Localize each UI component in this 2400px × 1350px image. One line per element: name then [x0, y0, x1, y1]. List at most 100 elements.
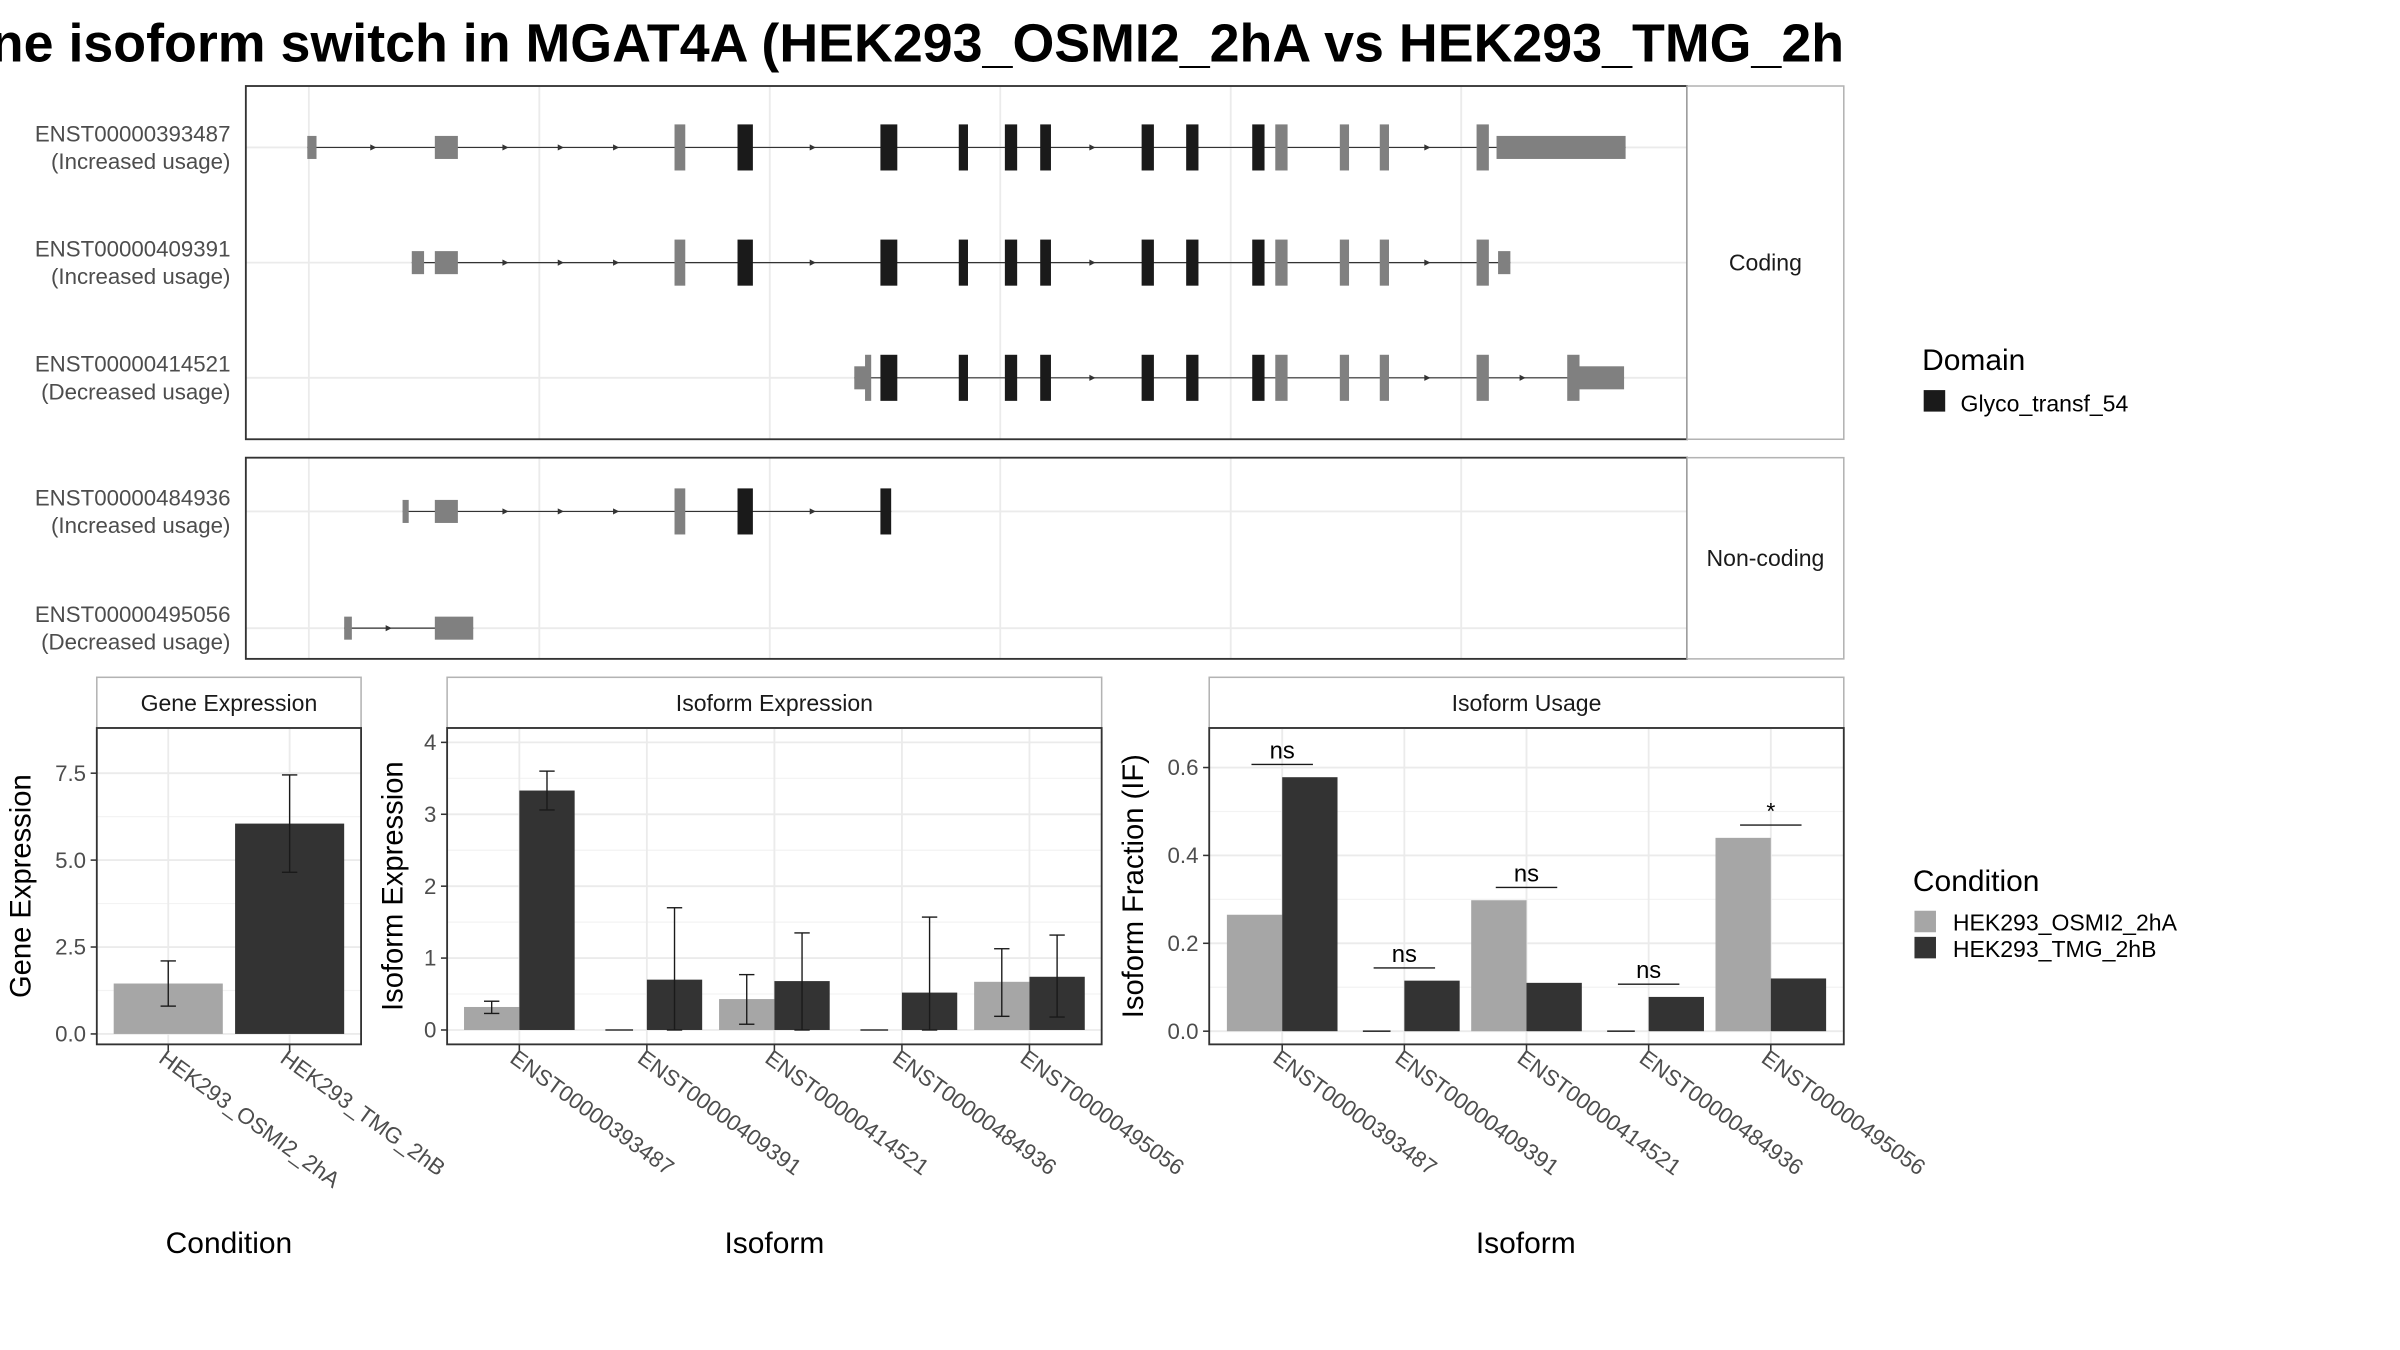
y-tick-label: 3: [424, 802, 436, 827]
y-tick-label: 0.4: [1168, 843, 1199, 868]
facet-strip: [1686, 456, 1845, 660]
bar: [1715, 837, 1771, 1032]
exon: [737, 124, 753, 171]
domain-legend-title: Domain: [1922, 344, 2025, 377]
transcript-label: ENST00000409391: [35, 236, 231, 261]
exon: [1379, 354, 1389, 401]
direction-arrow: [385, 625, 392, 632]
exon: [958, 239, 968, 286]
exon: [1476, 354, 1489, 401]
panel-title: Isoform Expression: [676, 690, 873, 716]
exon: [1252, 354, 1265, 401]
x-axis-title: Isoform: [1476, 1227, 1576, 1260]
transcript-ENST00000409391: [411, 239, 1511, 286]
exon: [1040, 239, 1051, 286]
y-axis-title: Isoform Expression: [378, 761, 410, 1011]
bar: [1770, 978, 1827, 1032]
transcript-label: ENST00000393487: [35, 121, 231, 146]
direction-arrow: [809, 259, 816, 266]
exon: [674, 488, 686, 535]
domain-legend-key: [1923, 390, 1946, 412]
exon: [1379, 124, 1389, 171]
exon: [865, 354, 872, 401]
bar: [1226, 914, 1283, 1032]
exon: [1498, 251, 1511, 275]
domain-legend-label: Glyco_transf_54: [1961, 391, 2129, 417]
transcript-ENST00000484936: [402, 488, 892, 535]
exon: [1339, 239, 1350, 286]
y-axis-title: Isoform Fraction (IF): [1118, 754, 1150, 1018]
direction-arrow: [1424, 144, 1431, 151]
exon: [1141, 124, 1154, 171]
exon: [1186, 124, 1199, 171]
exon: [737, 239, 753, 286]
direction-arrow: [502, 259, 509, 266]
transcript-label: ENST00000484936: [35, 485, 231, 510]
condition-legend-key: [1914, 936, 1936, 959]
y-tick-label: 4: [424, 730, 436, 755]
direction-arrow: [370, 144, 377, 151]
exon: [1186, 354, 1199, 401]
direction-arrow: [1424, 374, 1431, 381]
condition-legend-title: Condition: [1913, 865, 2040, 898]
direction-arrow: [1089, 144, 1096, 151]
structure-panel-noncoding: Non-coding: [244, 456, 1845, 660]
exon: [1004, 124, 1018, 171]
exon: [880, 124, 898, 171]
exon: [958, 124, 968, 171]
exon: [402, 499, 409, 523]
y-tick-label: 0.0: [1168, 1019, 1199, 1044]
transcript-annotation: (Increased usage): [51, 513, 231, 538]
panel-strip: [1208, 676, 1845, 729]
exon: [880, 354, 898, 401]
exon: [434, 499, 458, 523]
transcript-ENST00000393487: [307, 124, 1626, 171]
figure-title: ne isoform switch in MGAT4A (HEK293_OSMI…: [0, 13, 1844, 73]
x-axis-title: Isoform: [724, 1227, 824, 1260]
bar: [1648, 996, 1704, 1032]
exon: [1004, 239, 1018, 286]
direction-arrow: [613, 144, 620, 151]
exon: [1379, 239, 1389, 286]
transcript-label: ENST00000414521: [35, 352, 231, 377]
exon: [1275, 239, 1288, 286]
exon: [1339, 354, 1350, 401]
exon: [1275, 124, 1288, 171]
significance-label: *: [1766, 798, 1775, 824]
bar: [1404, 980, 1460, 1032]
direction-arrow: [502, 508, 509, 515]
significance-label: ns: [1514, 860, 1539, 887]
y-tick-label: 2: [424, 874, 436, 899]
exon: [1496, 135, 1626, 159]
exon: [1004, 354, 1018, 401]
exon: [880, 239, 898, 286]
bar: [1526, 982, 1582, 1032]
transcript-label: ENST00000495056: [35, 602, 231, 627]
y-tick-label: 5.0: [55, 848, 86, 873]
bar: [464, 1006, 520, 1030]
direction-arrow: [1424, 259, 1431, 266]
exon: [1576, 366, 1625, 390]
y-axis-title: Gene Expression: [6, 774, 38, 998]
significance-label: ns: [1270, 737, 1295, 764]
bar: [1471, 900, 1527, 1032]
facet-strip: [1686, 85, 1845, 441]
exon: [737, 488, 753, 535]
exon: [1040, 354, 1051, 401]
transcript-ENST00000414521: [854, 354, 1625, 401]
y-tick-label: 0: [424, 1018, 436, 1043]
condition-legend-label: HEK293_OSMI2_2hA: [1953, 910, 2178, 936]
exon: [880, 488, 892, 535]
direction-arrow: [1519, 374, 1526, 381]
transcript-ENST00000495056: [344, 616, 474, 640]
exon: [674, 239, 686, 286]
panel-title: Gene Expression: [141, 690, 318, 716]
panel-border: [95, 727, 362, 1046]
transcript-annotation: (Increased usage): [51, 149, 231, 174]
panel-strip: [96, 676, 362, 729]
exon: [1339, 124, 1350, 171]
structure-panel-background: [245, 457, 1688, 659]
significance-label: ns: [1636, 957, 1661, 984]
exon: [1252, 124, 1265, 171]
